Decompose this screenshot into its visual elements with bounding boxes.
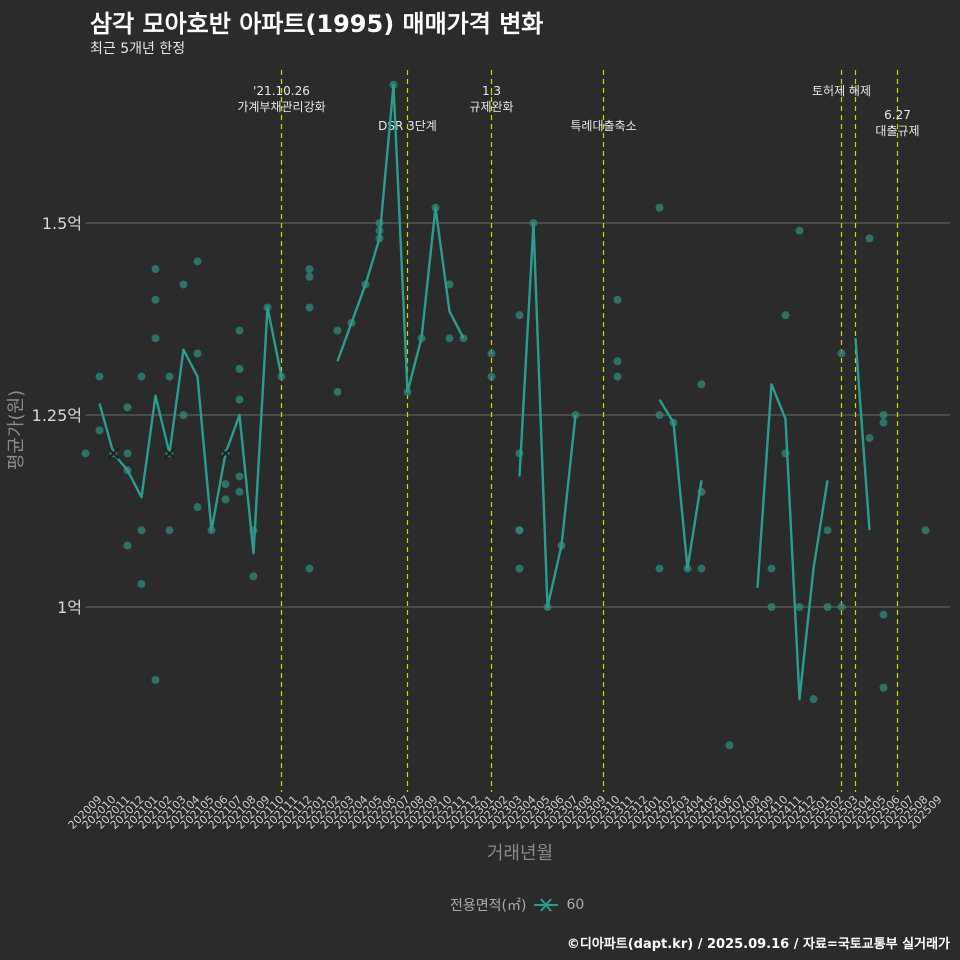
data-point [235,487,244,496]
data-point [151,265,160,274]
data-point [249,572,258,581]
data-point [879,610,888,619]
y-axis-title: 평균가(원) [6,390,27,470]
series-line-60 [98,306,283,555]
data-point [151,334,160,343]
data-point [879,683,888,692]
data-point [781,311,790,320]
data-point [305,303,314,312]
data-point [235,395,244,404]
legend-title: 전용면적(㎡) [450,898,527,914]
cross-marker [163,447,176,460]
data-point [613,357,622,366]
series-line-60 [756,383,829,701]
data-point [515,526,524,535]
data-point [95,426,104,435]
data-point [95,372,104,381]
data-point [487,349,496,358]
data-point [165,526,174,535]
cross-marker [219,447,232,460]
data-point [221,480,230,489]
data-point [445,280,454,289]
data-point [613,295,622,304]
data-point [123,449,132,458]
data-point [921,526,930,535]
data-point [725,741,734,750]
series-line-60 [336,83,465,394]
legend-key-icon [534,895,559,915]
legend-item-label: 60 [566,897,585,913]
data-point [823,603,832,611]
event-annotation: 가계부채관리강화 [237,100,325,114]
data-point [193,257,202,266]
data-point [865,234,874,243]
event-annotation: DSR 3단계 [378,119,437,133]
data-point [333,387,342,396]
data-point [879,411,888,419]
source-caption: ©디아파트(dapt.kr) / 2025.09.16 / 자료=국토교통부 실… [566,937,950,952]
data-point [305,265,314,274]
y-tick-label: 1억 [57,598,82,617]
data-point [655,564,664,573]
data-point [137,372,146,381]
event-annotation: 6.27 [884,108,911,122]
chart-subtitle: 최근 5개년 한정 [90,41,186,57]
event-annotation: 대출규제 [875,124,919,138]
data-point [123,403,132,412]
data-point [179,411,188,419]
data-point [823,526,832,535]
data-point [165,372,174,381]
data-point [305,564,314,573]
chart-title: 삼각 모아호반 아파트(1995) 매매가격 변화 [90,10,544,38]
data-point [151,295,160,304]
event-annotation: 특례대출축소 [570,119,636,133]
event-annotation: '21.10.26 [253,84,310,98]
data-point [123,541,132,550]
data-point [879,418,888,427]
data-point [515,564,524,573]
series-line-60 [518,221,577,609]
data-point [235,472,244,481]
legend: 전용면적(㎡) 60 [450,895,584,915]
data-point [193,349,202,358]
y-tick-label: 1.25억 [32,406,82,425]
data-point [137,526,146,535]
y-tick-label: 1.5억 [42,214,82,233]
data-point [151,675,160,684]
data-point [235,364,244,373]
data-point [81,449,90,458]
data-point [193,503,202,512]
event-annotation: 1.3 [482,84,501,98]
data-point [179,280,188,289]
data-point [333,326,342,335]
data-point [655,203,664,212]
data-point [795,226,804,235]
data-point [697,380,706,389]
data-point [613,372,622,381]
data-point [697,564,706,573]
data-point [221,495,230,504]
data-point [137,579,146,588]
data-point [767,564,776,573]
data-point [865,434,874,443]
data-point [235,326,244,335]
data-point [305,272,314,281]
data-point [515,311,524,320]
series-line-60 [854,338,871,531]
series-line-60 [658,399,703,570]
data-point [837,603,846,611]
data-point [809,695,818,704]
event-annotation: 토허제 해제 [812,84,871,98]
data-point [445,334,454,343]
data-point [795,603,804,611]
event-annotation: 규제완화 [469,100,513,114]
data-point [487,372,496,381]
data-point [767,603,776,611]
data-point [837,349,846,358]
cross-marker [107,447,120,460]
x-axis-title: 거래년월 [487,843,553,864]
data-point [655,411,664,419]
